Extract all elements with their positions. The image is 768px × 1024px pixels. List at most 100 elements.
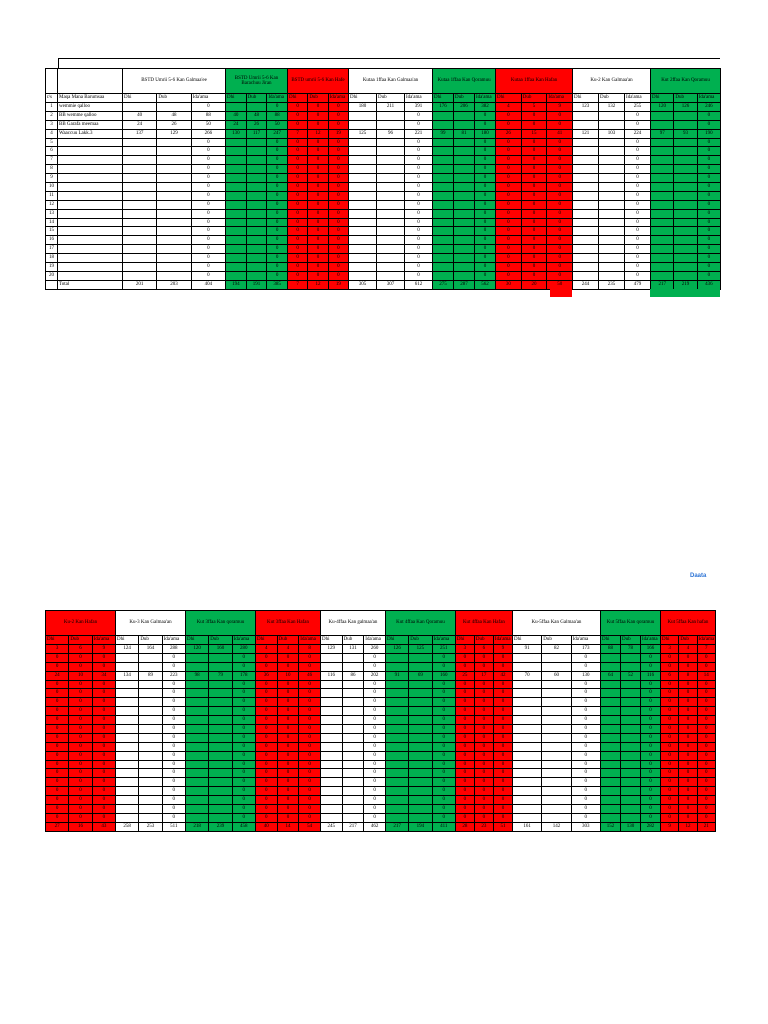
- value-cell: 0: [570, 679, 601, 690]
- value-cell: [138, 679, 163, 690]
- group-header: Kut 5ffaa Kan qoramuu: [599, 610, 661, 636]
- subheader: Dhi: [286, 93, 309, 103]
- value-cell: [319, 804, 343, 814]
- value-cell: [453, 182, 476, 192]
- value-cell: 178: [231, 670, 256, 681]
- subheader: Dhi: [44, 635, 70, 645]
- value-cell: 0: [520, 262, 548, 272]
- value-cell: [245, 137, 268, 148]
- value-cell: 0: [266, 164, 288, 175]
- value-cell: [572, 217, 600, 228]
- value-cell: 0: [696, 741, 716, 752]
- value-cell: 0: [91, 741, 116, 752]
- value-cell: 0: [68, 759, 93, 770]
- value-cell: [599, 795, 621, 806]
- value-cell: [511, 768, 543, 779]
- value-cell: 0: [403, 262, 434, 272]
- value-cell: 48: [245, 110, 268, 121]
- value-cell: 0: [495, 208, 522, 219]
- subheader: Ida'ama: [474, 93, 497, 103]
- total-cell: 203: [156, 279, 192, 290]
- value-cell: 10: [276, 670, 300, 681]
- value-cell: [225, 235, 247, 246]
- value-cell: 0: [495, 137, 522, 148]
- school-name: Waaccuu Lakk.3: [57, 128, 123, 139]
- value-cell: [376, 110, 405, 121]
- value-cell: 0: [639, 652, 661, 663]
- value-cell: 0: [403, 155, 434, 166]
- value-cell: 0: [520, 253, 548, 264]
- value-cell: 0: [624, 190, 652, 201]
- value-cell: [225, 226, 247, 237]
- total-cell: 479: [624, 279, 652, 290]
- value-cell: [319, 732, 343, 743]
- value-cell: 0: [431, 724, 456, 734]
- value-cell: 0: [286, 270, 309, 281]
- value-cell: 0: [190, 270, 227, 281]
- value-cell: [114, 652, 140, 663]
- value-cell: 0: [276, 741, 300, 752]
- value-cell: 0: [298, 768, 321, 779]
- value-cell: 78: [619, 644, 641, 654]
- value-cell: [156, 217, 192, 228]
- value-cell: 0: [91, 724, 116, 734]
- value-cell: 0: [161, 688, 186, 699]
- value-cell: [376, 217, 405, 228]
- value-cell: [114, 750, 140, 761]
- value-cell: [319, 741, 343, 752]
- value-cell: [619, 768, 641, 779]
- row-number: 19: [45, 262, 58, 272]
- value-cell: 0: [363, 795, 386, 806]
- value-cell: 42: [492, 670, 513, 681]
- value-cell: 0: [520, 244, 548, 255]
- value-cell: 0: [431, 706, 456, 717]
- total-label: Total: [57, 279, 123, 290]
- value-cell: 0: [659, 768, 680, 779]
- total-cell: 23: [473, 821, 494, 832]
- value-cell: 176: [432, 102, 455, 112]
- value-cell: 0: [231, 804, 256, 814]
- value-cell: 0: [68, 777, 93, 788]
- value-cell: [348, 217, 377, 228]
- value-cell: [598, 173, 626, 184]
- value-cell: 0: [454, 741, 475, 752]
- value-cell: 117: [245, 128, 268, 139]
- value-cell: 0: [231, 688, 256, 699]
- group-header: BSTD umrii 5-6 Kan Hafe: [286, 68, 350, 94]
- value-cell: 0: [624, 182, 652, 192]
- value-cell: 0: [473, 795, 494, 806]
- row-number: 5: [45, 137, 58, 148]
- total-cell: 245: [319, 821, 343, 832]
- value-cell: [598, 119, 626, 130]
- value-cell: 0: [254, 750, 278, 761]
- total-cell: 161: [511, 821, 543, 832]
- value-cell: 0: [546, 244, 574, 255]
- value-cell: [376, 146, 405, 157]
- value-cell: 0: [570, 741, 601, 752]
- value-cell: 0: [474, 119, 497, 130]
- value-cell: 0: [363, 768, 386, 779]
- value-cell: 0: [68, 697, 93, 708]
- value-cell: 0: [161, 750, 186, 761]
- value-cell: [673, 164, 698, 175]
- value-cell: [541, 777, 572, 788]
- subheader: Dhi: [225, 93, 247, 103]
- value-cell: [408, 741, 433, 752]
- value-cell: 0: [570, 688, 601, 699]
- value-cell: [432, 226, 455, 237]
- value-cell: 0: [44, 724, 70, 734]
- value-cell: [245, 262, 268, 272]
- value-cell: [225, 146, 247, 157]
- value-cell: 82: [541, 644, 572, 654]
- value-cell: 0: [696, 786, 716, 797]
- value-cell: 0: [190, 208, 227, 219]
- value-cell: 0: [678, 812, 698, 823]
- value-cell: [348, 235, 377, 246]
- value-cell: [673, 226, 698, 237]
- value-cell: 0: [696, 199, 722, 210]
- value-cell: 0: [286, 164, 309, 175]
- subheader: Dub: [208, 635, 233, 645]
- value-cell: 0: [231, 759, 256, 770]
- value-cell: 0: [327, 164, 350, 175]
- value-cell: 0: [492, 812, 513, 823]
